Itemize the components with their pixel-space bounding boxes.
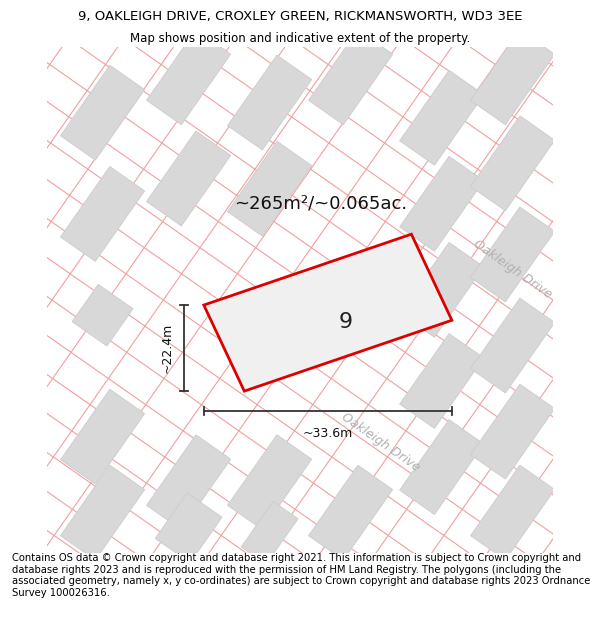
Text: ~265m²/~0.065ac.: ~265m²/~0.065ac. (233, 195, 407, 212)
Polygon shape (400, 334, 484, 429)
Polygon shape (146, 30, 231, 125)
Text: Contains OS data © Crown copyright and database right 2021. This information is : Contains OS data © Crown copyright and d… (12, 553, 590, 598)
Polygon shape (470, 465, 555, 560)
Polygon shape (146, 131, 231, 226)
Text: Oakleigh Drive: Oakleigh Drive (471, 238, 554, 301)
Polygon shape (204, 234, 452, 391)
Text: ~22.4m: ~22.4m (160, 323, 173, 373)
Polygon shape (400, 419, 484, 514)
Polygon shape (155, 492, 222, 563)
Polygon shape (61, 389, 145, 484)
Polygon shape (470, 207, 555, 302)
Polygon shape (470, 30, 555, 125)
Polygon shape (146, 435, 231, 530)
Polygon shape (72, 284, 133, 346)
Polygon shape (61, 166, 145, 261)
Text: 9: 9 (338, 312, 353, 332)
Polygon shape (470, 298, 555, 393)
Polygon shape (308, 465, 393, 560)
Polygon shape (400, 156, 484, 251)
Polygon shape (400, 70, 484, 165)
Polygon shape (227, 435, 312, 530)
Text: 9, OAKLEIGH DRIVE, CROXLEY GREEN, RICKMANSWORTH, WD3 3EE: 9, OAKLEIGH DRIVE, CROXLEY GREEN, RICKMA… (78, 10, 522, 23)
Polygon shape (227, 141, 312, 236)
Text: Oakleigh Drive: Oakleigh Drive (340, 410, 422, 474)
Polygon shape (470, 384, 555, 479)
Polygon shape (241, 501, 298, 564)
Polygon shape (470, 116, 555, 211)
Text: ~33.6m: ~33.6m (303, 426, 353, 439)
Polygon shape (400, 242, 484, 338)
Polygon shape (308, 30, 393, 125)
Polygon shape (61, 465, 145, 560)
Polygon shape (61, 65, 145, 160)
Polygon shape (227, 55, 312, 150)
Text: Map shows position and indicative extent of the property.: Map shows position and indicative extent… (130, 32, 470, 45)
